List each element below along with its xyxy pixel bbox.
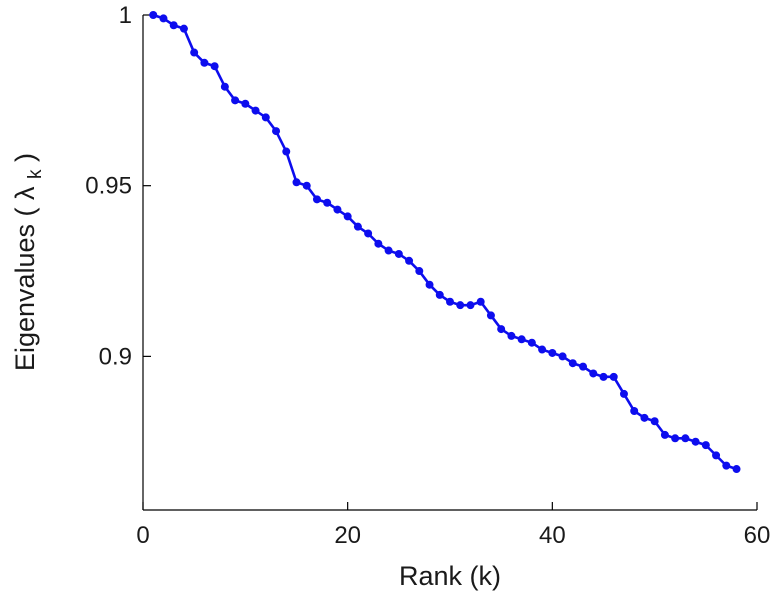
data-point-marker — [558, 352, 567, 361]
data-point-marker — [486, 311, 495, 320]
data-point-marker — [179, 24, 188, 33]
data-point-marker — [241, 99, 250, 108]
data-point-marker — [149, 11, 158, 19]
data-point-marker — [456, 301, 465, 310]
data-point-marker — [292, 178, 301, 187]
data-point-marker — [425, 280, 434, 289]
data-point-marker — [282, 147, 291, 156]
data-point-marker — [579, 362, 588, 371]
data-point-marker — [640, 413, 649, 422]
data-point-marker — [630, 407, 639, 415]
data-point-marker — [599, 372, 608, 381]
data-point-marker — [446, 297, 454, 306]
data-point-marker — [364, 229, 373, 238]
x-tick-label: 0 — [136, 522, 149, 549]
data-point-marker — [353, 222, 362, 231]
lambda-symbol: λ — [10, 186, 40, 200]
data-point-marker — [527, 338, 536, 347]
data-point-marker — [394, 249, 403, 258]
data-point-marker — [691, 437, 700, 446]
data-point-marker — [220, 82, 229, 91]
x-tick-label: 40 — [539, 522, 566, 549]
data-point-marker — [159, 14, 168, 23]
chart-content: 0 20 40 60 0.9 0.95 1 — [85, 2, 770, 549]
y-tick-label: 1 — [119, 2, 132, 29]
y-axis-label-prefix: Eigenvalues ( — [10, 200, 40, 371]
data-point-marker — [609, 372, 618, 381]
data-point-marker — [405, 256, 414, 265]
data-point-marker — [312, 195, 321, 204]
data-point-marker — [701, 441, 710, 450]
data-point-marker — [497, 325, 506, 334]
data-point-marker — [517, 335, 526, 344]
data-point-marker — [476, 297, 485, 306]
data-point-marker — [548, 348, 557, 357]
data-point-marker — [619, 389, 628, 398]
x-axis-label: Rank (k) — [399, 561, 501, 591]
lambda-subscript: k — [25, 169, 46, 179]
data-point-marker — [507, 331, 516, 340]
y-axis-label-suffix: ) — [10, 153, 40, 162]
data-point-marker — [681, 434, 690, 443]
y-tick-label: 0.9 — [99, 343, 132, 370]
data-point-marker — [384, 246, 393, 255]
data-point-marker — [333, 205, 342, 214]
x-tick-label: 60 — [744, 522, 771, 549]
data-point-marker — [272, 127, 281, 136]
data-point-marker — [650, 417, 659, 426]
y-axis-label: Eigenvalues ( λ k ) — [10, 153, 47, 371]
data-point-marker — [343, 212, 352, 221]
data-point-marker — [251, 106, 260, 115]
data-point-marker — [435, 290, 444, 299]
data-point-marker — [712, 451, 721, 460]
data-point-marker — [660, 430, 669, 439]
data-point-marker — [169, 21, 178, 30]
data-point-marker — [231, 96, 240, 105]
data-point-marker — [302, 181, 311, 190]
data-point-marker — [415, 267, 424, 276]
data-point-marker — [722, 461, 731, 470]
data-point-marker — [732, 465, 741, 474]
data-point-marker — [466, 301, 475, 310]
eigenvalues-line — [151, 13, 738, 471]
y-tick-label: 0.95 — [85, 173, 132, 200]
data-point-marker — [261, 113, 270, 122]
data-point-marker — [671, 434, 680, 443]
data-point-marker — [589, 369, 598, 378]
data-point-marker — [190, 48, 199, 57]
data-point-marker — [200, 58, 209, 67]
data-point-marker — [538, 345, 547, 354]
x-tick-label: 20 — [334, 522, 361, 549]
data-point-marker — [374, 239, 383, 248]
data-point-marker — [323, 198, 332, 207]
data-point-marker — [568, 359, 577, 368]
data-point-marker — [210, 62, 219, 71]
